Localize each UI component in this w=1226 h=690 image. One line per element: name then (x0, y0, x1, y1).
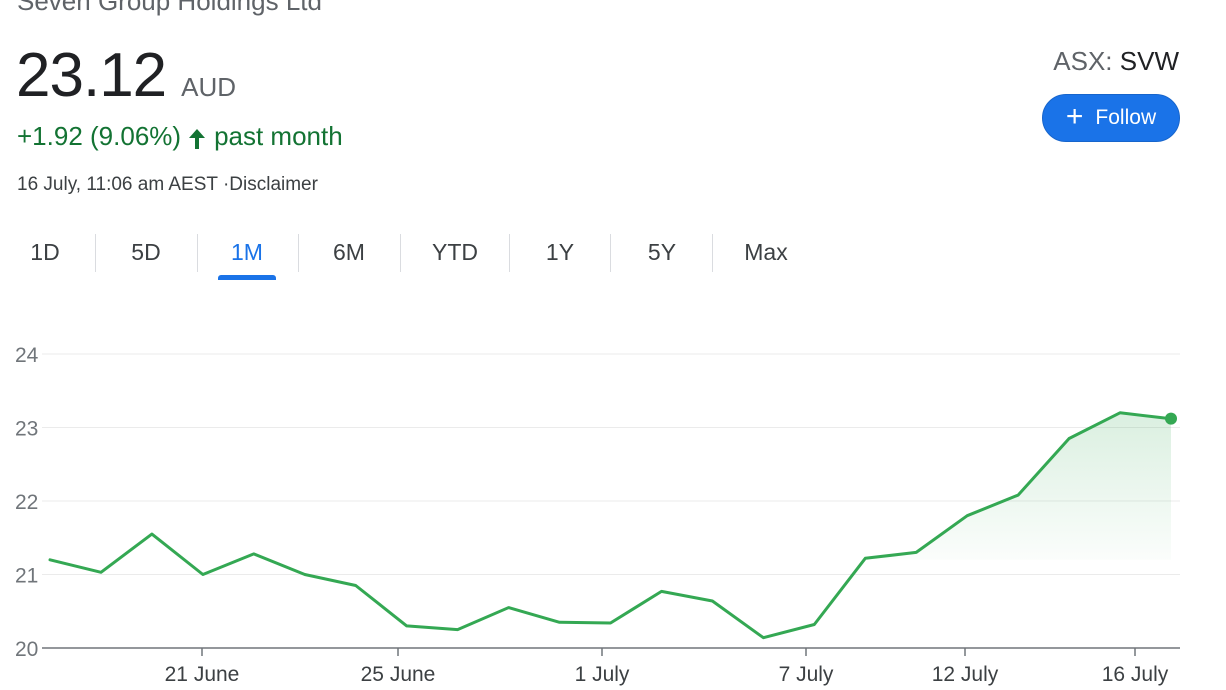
tab-label: 6M (333, 238, 365, 265)
follow-label: Follow (1095, 106, 1157, 129)
y-tick-label: 22 (15, 491, 38, 514)
timestamp-disclaimer[interactable]: 16 July, 11:06 am AEST ·Disclaimer (17, 174, 318, 195)
price-row: 23.12 AUD (16, 40, 236, 111)
tab-divider (298, 234, 299, 272)
tab-divider (610, 234, 611, 272)
exchange-label: ASX: (1053, 46, 1120, 76)
current-price: 23.12 (16, 41, 167, 110)
y-tick-label: 24 (15, 344, 39, 367)
x-tick-label: 16 July (1102, 663, 1169, 686)
tab-divider (400, 234, 401, 272)
tab-1d[interactable]: 1D (15, 228, 75, 276)
y-tick-label: 20 (15, 638, 38, 661)
tab-divider (95, 234, 96, 272)
tab-1m[interactable]: 1M (218, 228, 276, 280)
price-chart[interactable]: 24 23 22 21 20 21 June 25 June 1 July 7 July 12 J… (0, 330, 1226, 690)
series-line (48, 411, 1173, 640)
tab-label: Max (744, 238, 788, 265)
tab-divider (509, 234, 510, 272)
tab-max[interactable]: Max (735, 228, 797, 276)
tab-label: 5Y (647, 238, 677, 265)
symbol-label: SVW (1119, 46, 1179, 76)
x-tick-label: 1 July (575, 663, 630, 686)
tab-label: 1Y (545, 238, 575, 265)
y-tick-label: 23 (15, 418, 38, 441)
change-period: past month (214, 121, 343, 151)
ticker-symbol: ASX: SVW (1053, 46, 1179, 77)
x-tick-label: 12 July (932, 663, 999, 686)
change-value: +1.92 (9.06%) (17, 121, 182, 151)
x-tick-label: 7 July (779, 663, 834, 686)
range-tabs: 1D 5D 1M 6M YTD 1Y 5Y Max (0, 228, 820, 280)
tab-label: 1M (231, 238, 263, 265)
tab-6m[interactable]: 6M (319, 228, 379, 276)
currency-label: AUD (181, 72, 237, 102)
y-tick-label: 21 (15, 565, 38, 588)
plus-icon: + (1065, 99, 1084, 133)
active-tab-indicator (218, 275, 276, 280)
tab-label: YTD (432, 238, 478, 265)
tab-divider (197, 234, 198, 272)
company-name: Seven Group Holdings Ltd (17, 0, 322, 16)
follow-button[interactable]: + Follow (1042, 94, 1180, 142)
tab-divider (712, 234, 713, 272)
tab-1y[interactable]: 1Y (530, 228, 590, 276)
tab-label: 1D (30, 238, 60, 265)
tab-ytd[interactable]: YTD (420, 228, 490, 276)
x-tick-label: 25 June (361, 663, 436, 686)
x-tick-label: 21 June (165, 663, 240, 686)
tab-5d[interactable]: 5D (116, 228, 176, 276)
tab-label: 5D (131, 238, 161, 265)
area-fill (865, 412, 1171, 560)
last-price-marker (1165, 412, 1177, 425)
tab-5y[interactable]: 5Y (632, 228, 692, 276)
price-change: +1.92 (9.06%) past month (17, 121, 343, 152)
arrow-up-icon (188, 126, 206, 149)
